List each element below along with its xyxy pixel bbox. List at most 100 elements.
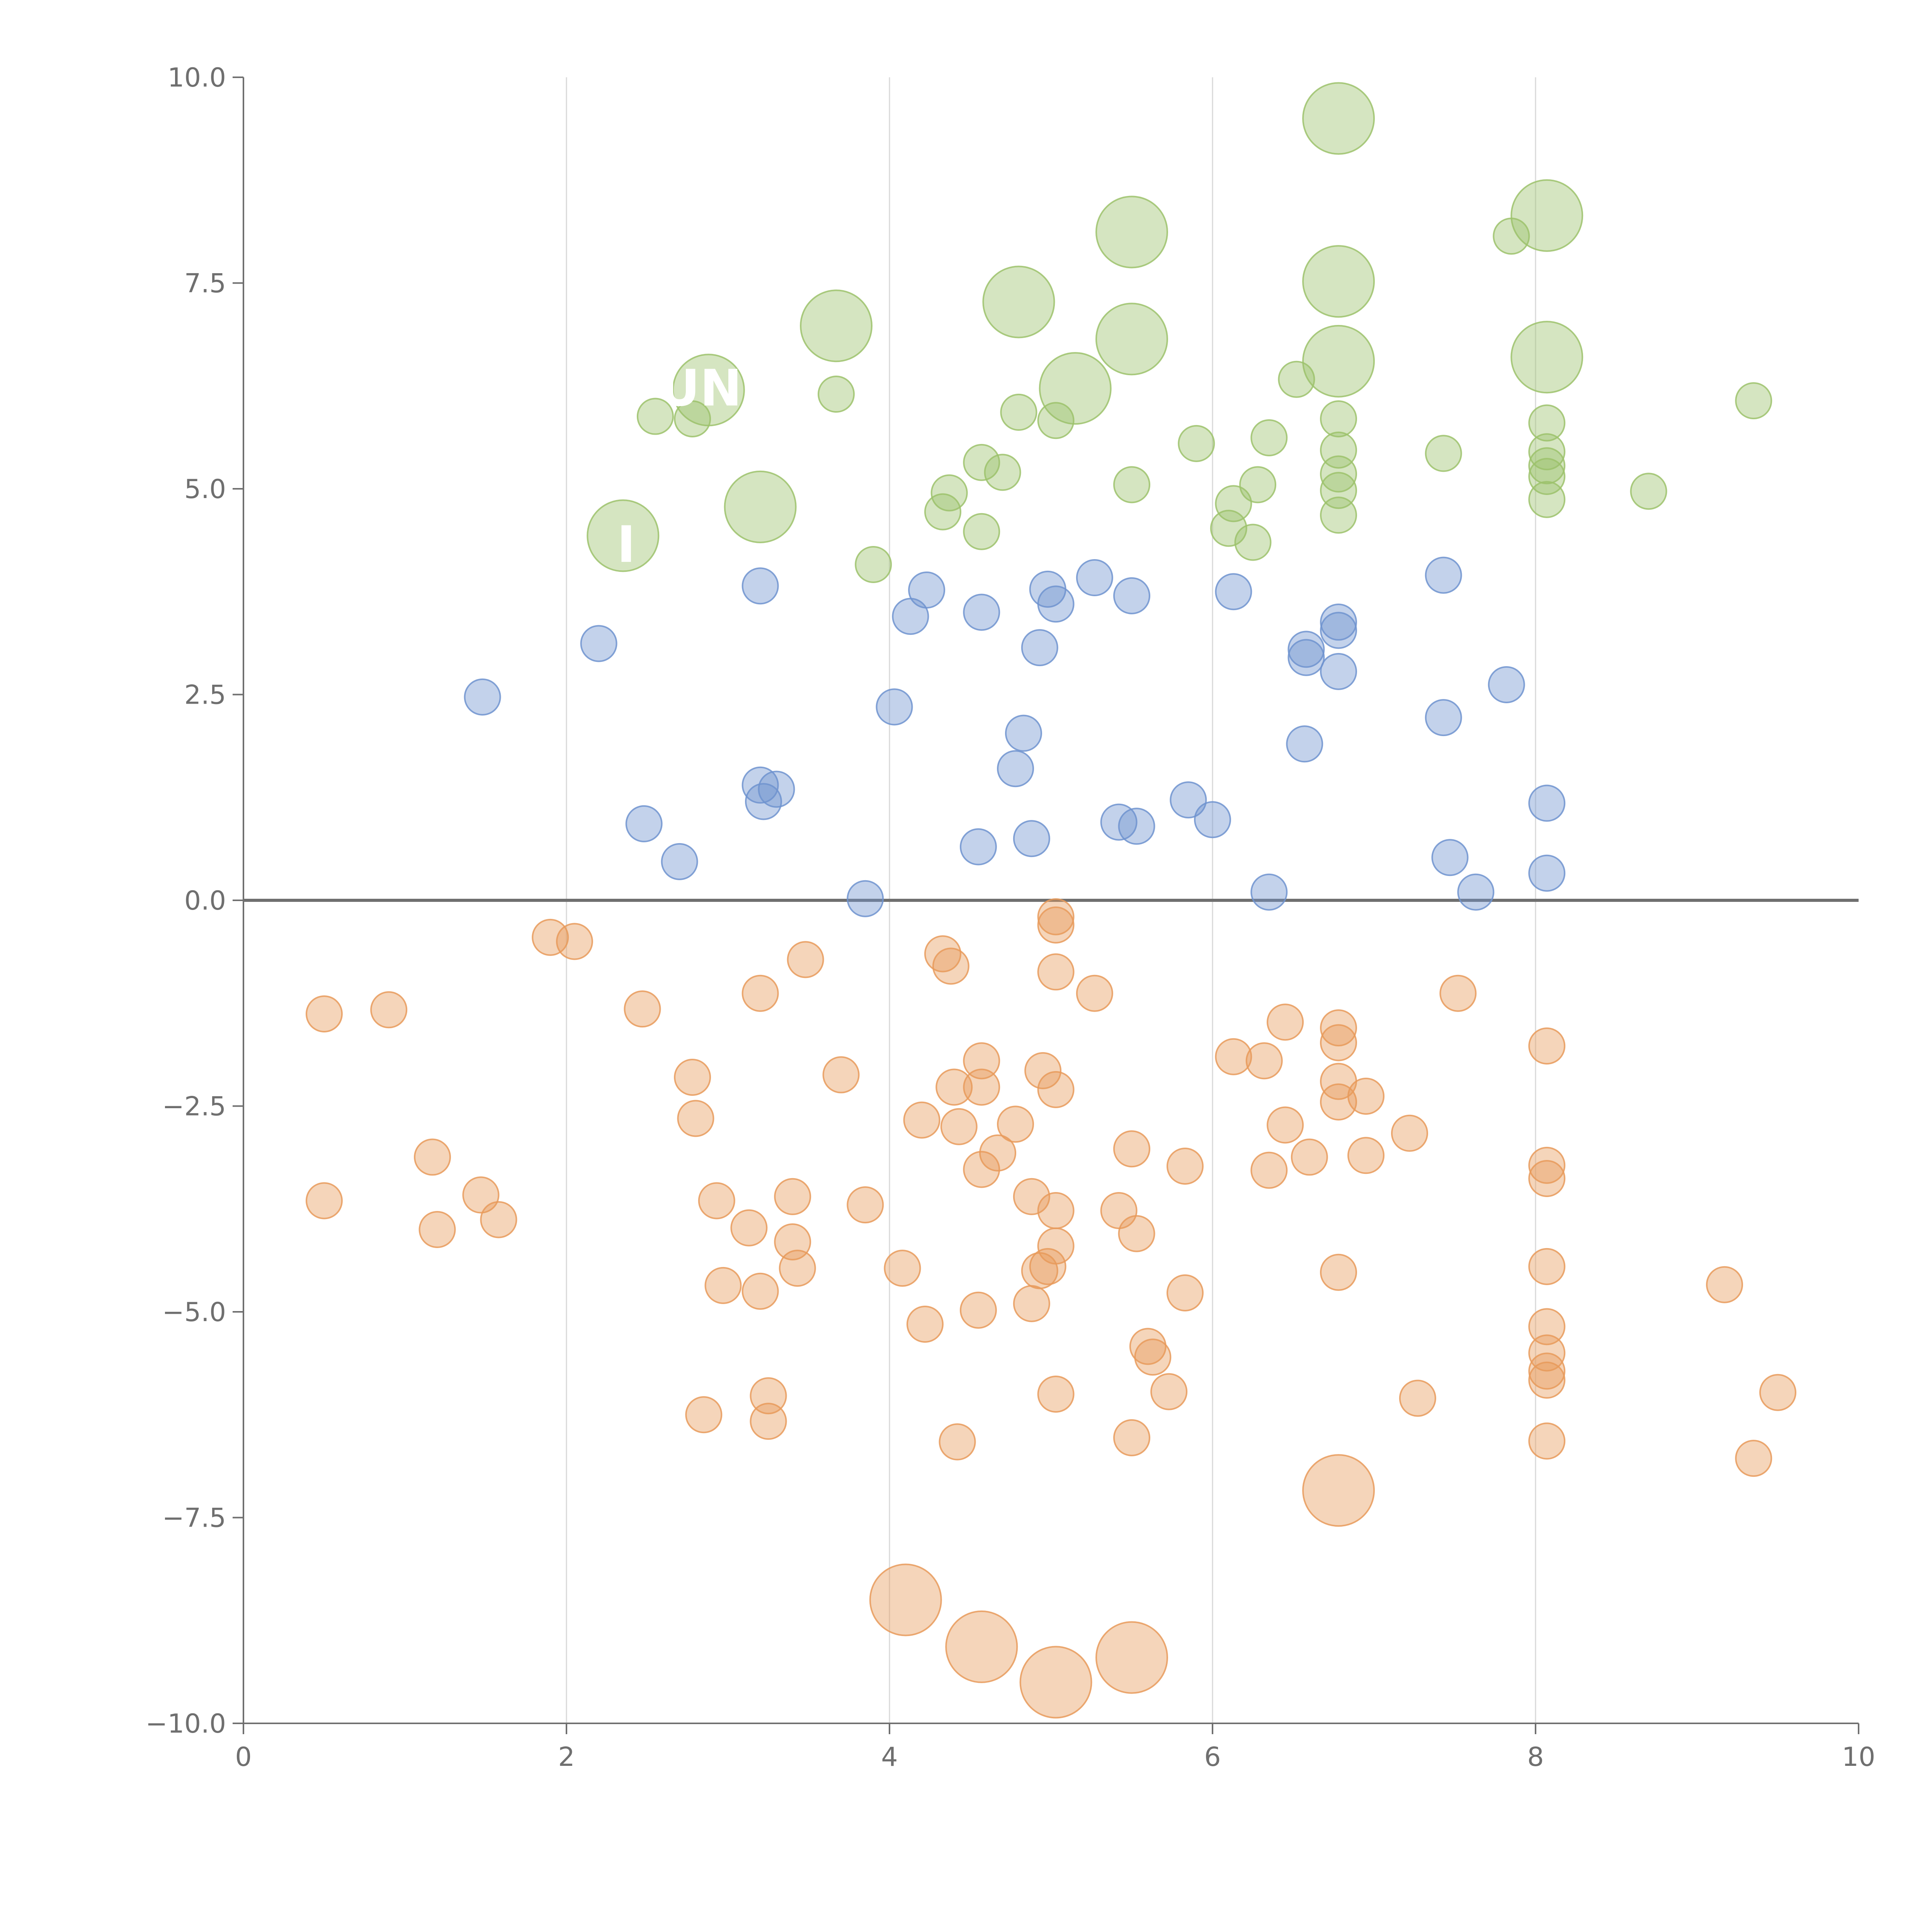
scatter-point	[884, 1250, 921, 1287]
scatter-point	[1118, 1215, 1155, 1252]
scatter-point	[698, 1182, 735, 1219]
scatter-point	[1021, 629, 1058, 667]
scatter-point	[636, 398, 674, 435]
scatter-point	[1076, 975, 1113, 1012]
scatter-point	[1076, 559, 1113, 597]
scatter-point	[1528, 1422, 1566, 1460]
scatter-point	[1178, 425, 1215, 462]
y-tick-label: −10.0	[146, 1709, 226, 1739]
scatter-point	[587, 499, 660, 572]
scatter-point	[1391, 1114, 1428, 1152]
scatter-point	[1037, 585, 1075, 623]
scatter-point	[984, 454, 1021, 491]
x-tick-label: 6	[1204, 1742, 1221, 1772]
scatter-point	[742, 567, 779, 605]
x-tick-label: 8	[1527, 1742, 1544, 1772]
scatter-point	[1528, 784, 1566, 822]
scatter-point	[959, 828, 997, 866]
scatter-point	[1347, 1077, 1385, 1115]
axis-layer: 10.0 7.5 5.0 2.5 0.0 −2.5 −5.0 −7.5 −10.0 0 2 4 6 8 10	[146, 63, 1876, 1772]
scatter-point	[1439, 975, 1477, 1012]
scatter-point	[742, 1272, 779, 1310]
scatter-point	[1037, 1227, 1075, 1265]
scatter-point	[779, 1250, 816, 1287]
scatter-point	[580, 625, 617, 662]
scatter-point	[1210, 510, 1247, 547]
scatter-point	[997, 1105, 1034, 1143]
y-tick-label: 7.5	[184, 269, 226, 299]
scatter-point	[1113, 1419, 1150, 1456]
scatter-point	[306, 1182, 343, 1219]
scatter-point	[1320, 653, 1357, 690]
labels-layer: UN I	[617, 359, 742, 574]
y-tick-label: −7.5	[162, 1503, 226, 1534]
scatter-point	[1194, 801, 1231, 838]
scatter-point	[730, 1209, 768, 1247]
scatter-point	[1291, 1138, 1328, 1176]
scatter-point	[1267, 1106, 1304, 1144]
points-layer	[306, 82, 1796, 1719]
scatter-point	[480, 1201, 517, 1238]
scatter-point	[1037, 1071, 1075, 1108]
y-tick-label: 10.0	[168, 63, 226, 93]
scatter-point	[1302, 1454, 1375, 1527]
scatter-point	[1528, 1146, 1566, 1184]
scatter-point	[963, 1042, 1000, 1080]
scatter-point	[1095, 1621, 1168, 1694]
scatter-point	[1166, 1147, 1204, 1185]
scatter-point	[1037, 1192, 1075, 1230]
scatter-point	[908, 571, 946, 609]
scatter-point	[1250, 419, 1288, 456]
scatter-point	[1457, 873, 1495, 911]
scatter-point	[1493, 218, 1530, 255]
scatter-point	[1245, 1042, 1283, 1080]
scatter-point	[1528, 1361, 1566, 1399]
scatter-point	[1286, 725, 1323, 763]
scatter-point	[903, 1101, 940, 1139]
scatter-point	[1320, 604, 1357, 641]
scatter-point	[1320, 612, 1357, 649]
scatter-point	[1013, 1285, 1050, 1322]
scatter-point	[935, 1068, 973, 1106]
scatter-point	[1150, 1373, 1188, 1410]
scatter-point	[625, 805, 663, 842]
scatter-point	[1134, 1338, 1172, 1376]
scatter-point	[963, 1151, 1000, 1188]
scatter-point	[855, 546, 892, 583]
scatter-point	[1630, 473, 1667, 510]
scatter-point	[1528, 404, 1566, 442]
scatter-point	[1250, 1151, 1288, 1189]
scatter-point	[1759, 1374, 1796, 1411]
y-tick-label: 0.0	[184, 886, 226, 916]
scatter-point	[1037, 402, 1075, 439]
scatter-point	[1118, 808, 1155, 845]
scatter-point	[1399, 1379, 1436, 1417]
scatter-point	[464, 678, 501, 716]
x-tick-label: 4	[881, 1742, 898, 1772]
scatter-point	[1706, 1266, 1743, 1303]
scatter-point	[1431, 839, 1469, 876]
scatter-point	[982, 265, 1055, 338]
scatter-point	[1267, 1003, 1304, 1041]
scatter-point	[1302, 325, 1375, 398]
scatter-point	[1320, 1024, 1357, 1061]
scatter-point	[869, 1563, 942, 1636]
scatter-point	[1425, 556, 1462, 594]
scatter-point	[800, 289, 873, 362]
scatter-point	[1019, 1646, 1092, 1719]
scatter-point	[370, 991, 408, 1029]
scatter-point	[940, 1108, 978, 1145]
scatter-point	[1528, 854, 1566, 892]
scatter-point	[1320, 497, 1357, 534]
scatter-point	[924, 493, 961, 531]
scatter-point	[945, 1610, 1018, 1683]
scatter-point	[1013, 820, 1050, 857]
scatter-point	[1302, 245, 1375, 318]
scatter-point	[1113, 1130, 1150, 1168]
scatter-point	[661, 843, 698, 880]
scatter-point	[704, 1267, 742, 1304]
x-tick-label: 0	[235, 1742, 252, 1772]
scatter-point	[1215, 485, 1252, 522]
scatter-point	[1510, 321, 1583, 394]
